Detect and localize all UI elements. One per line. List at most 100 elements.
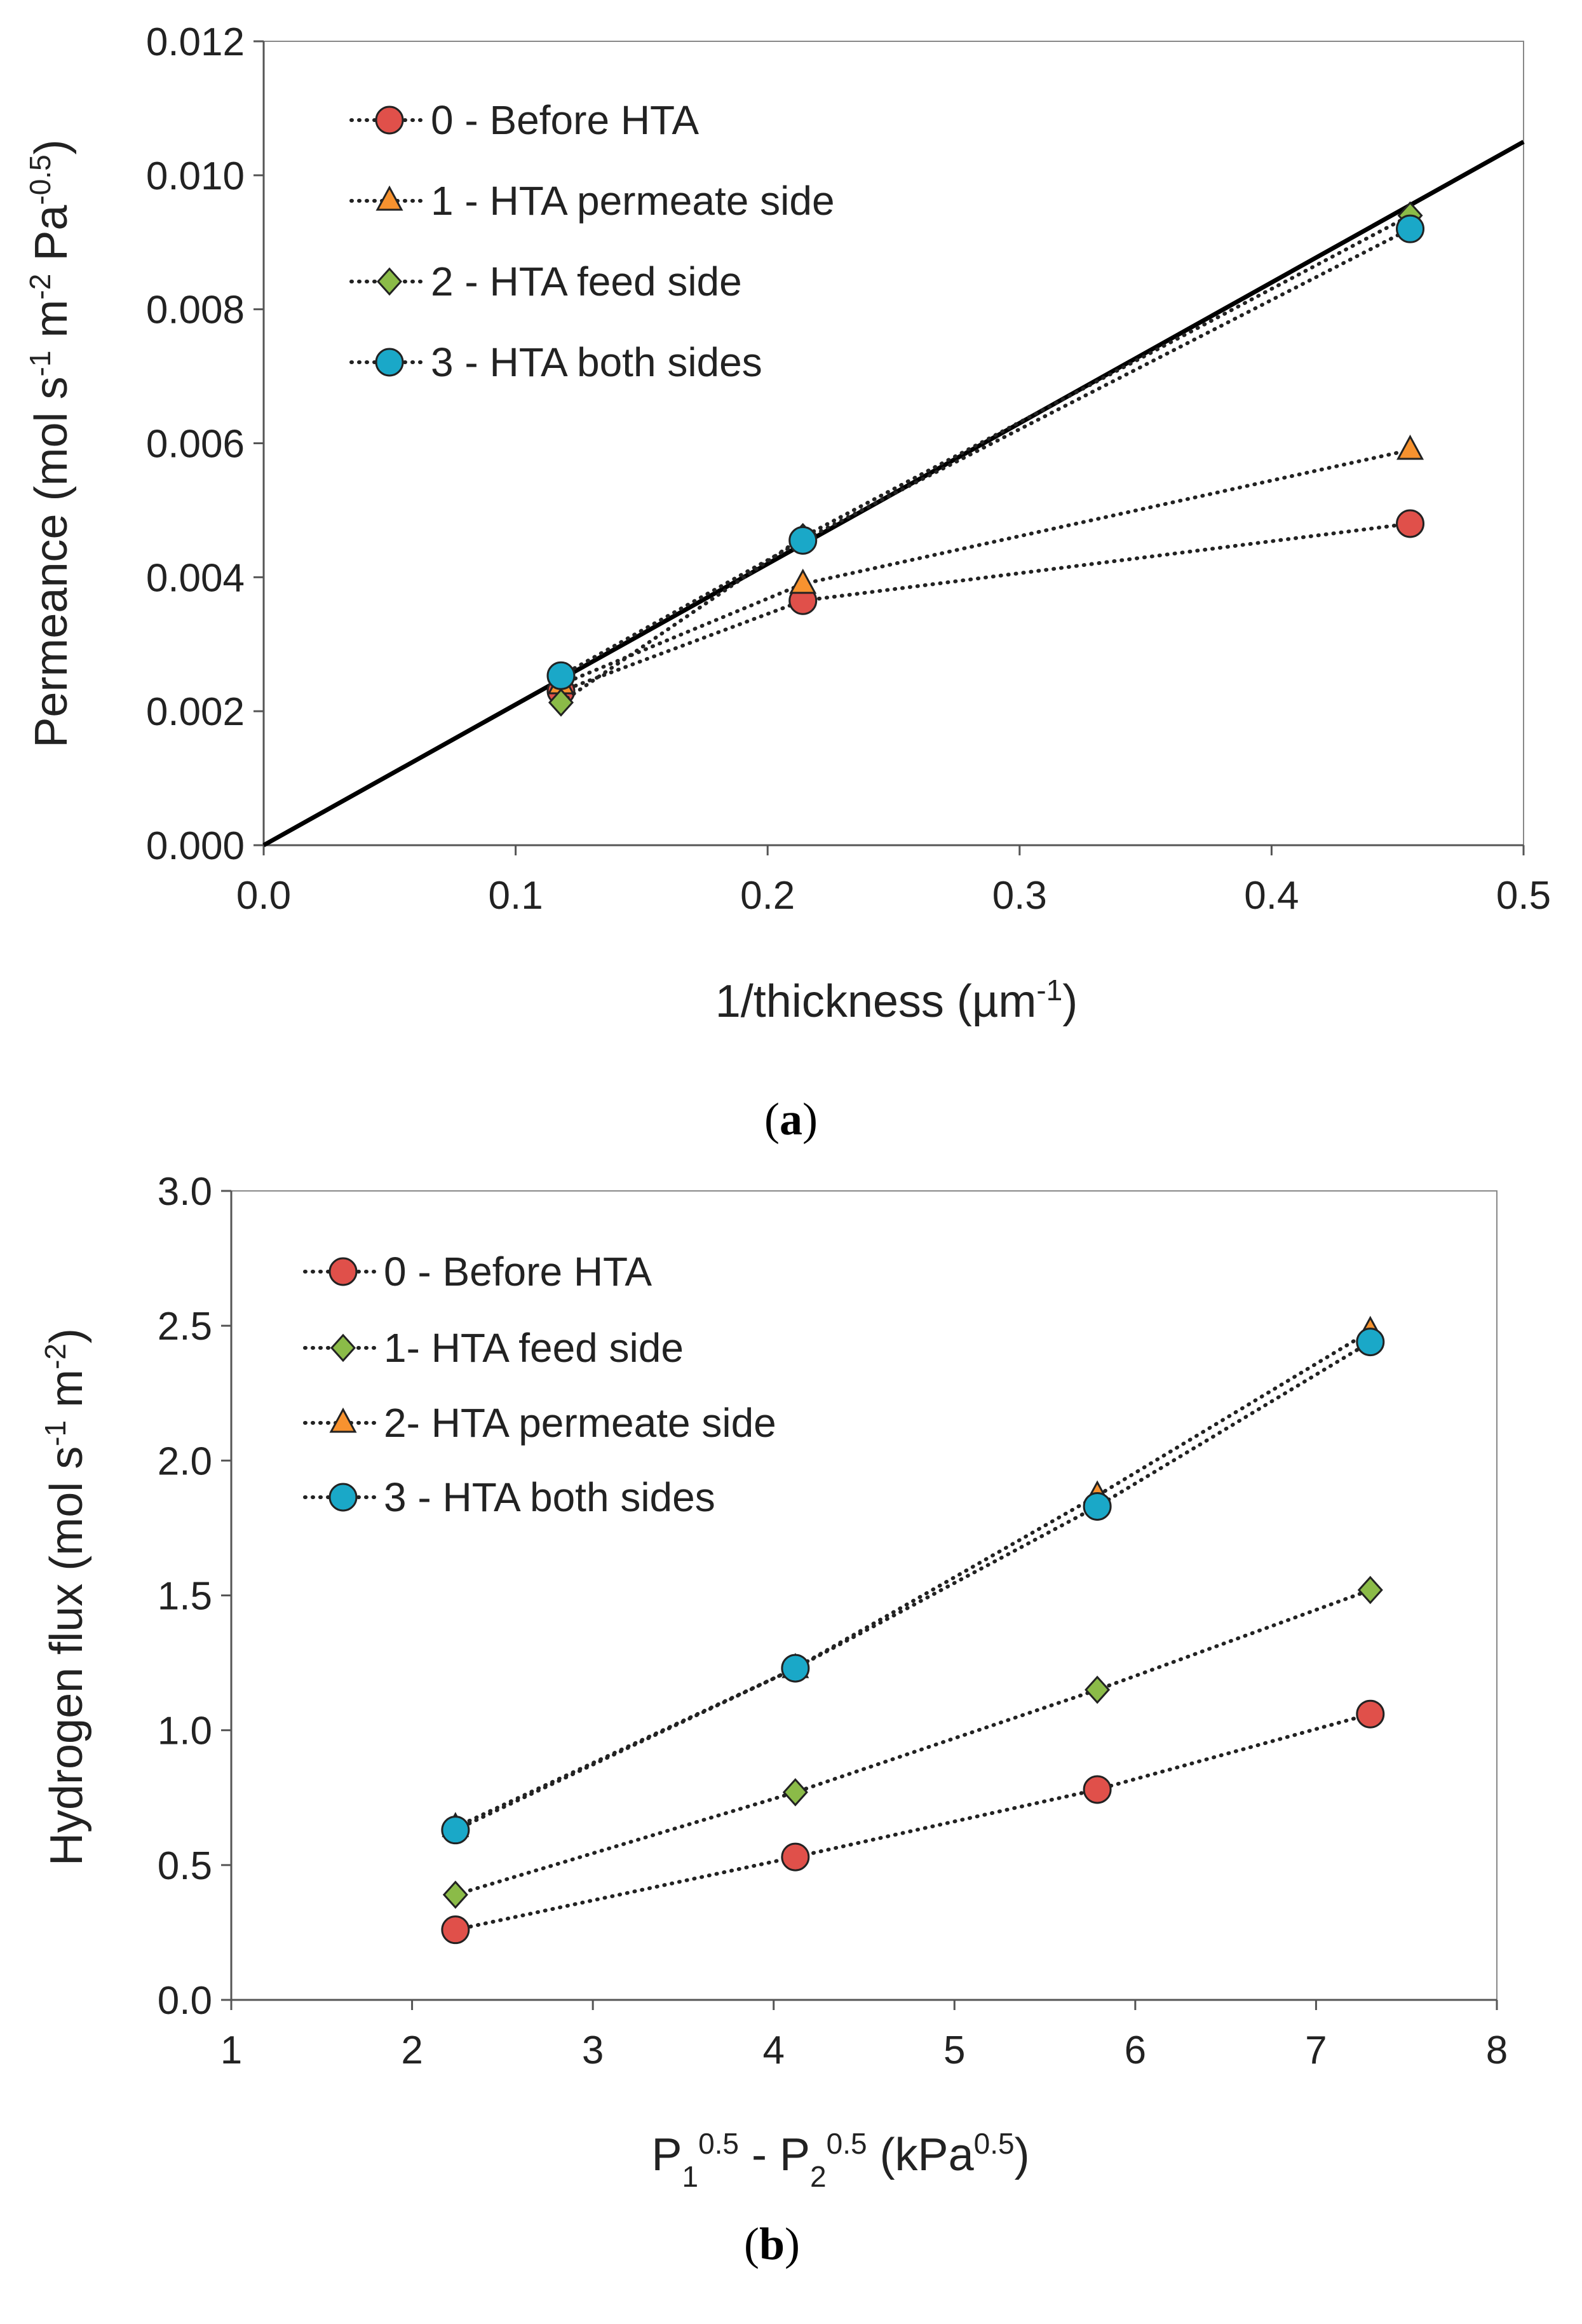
- data-point: [782, 1778, 808, 1807]
- label-part: -1: [24, 351, 57, 377]
- data-point: [441, 1915, 470, 1945]
- data-point: [1396, 434, 1424, 460]
- y-tick-label: 2.0: [158, 1439, 212, 1483]
- caption-part: (: [744, 2219, 759, 2269]
- x-tick-label: 8: [1486, 2028, 1508, 2072]
- label-part: (kPa: [867, 2130, 975, 2180]
- legend-item: 1 - HTA permeate side: [349, 178, 835, 224]
- y-tick-label: 0.000: [146, 824, 245, 868]
- label-part: -2: [24, 274, 57, 300]
- label-part: ): [26, 139, 77, 154]
- data-point: [1357, 1575, 1383, 1605]
- legend-marker: [328, 1257, 358, 1286]
- series-line: [558, 214, 1412, 705]
- x-tick-label: 0.0: [236, 874, 291, 918]
- legend-marker: [375, 348, 404, 377]
- caption-letter: a: [780, 1094, 802, 1145]
- label-part: 0.5: [974, 2127, 1015, 2160]
- legend-marker: [329, 1407, 357, 1433]
- legend-item: 0 - Before HTA: [303, 1249, 652, 1295]
- data-point: [1085, 1675, 1111, 1704]
- series-2: [442, 1315, 1384, 1837]
- y-tick-label: 0.012: [146, 20, 245, 64]
- x-tick-label: 4: [762, 2028, 784, 2072]
- plot-area: [231, 1190, 1497, 2001]
- panel-caption: (a): [764, 1094, 818, 1145]
- data-point: [548, 688, 574, 717]
- legend-label: 0 - Before HTA: [431, 97, 699, 143]
- data-point: [1356, 1699, 1385, 1729]
- label-part: m: [41, 1369, 92, 1420]
- y-tick-label: 0.006: [146, 423, 245, 466]
- x-tick-label: 0.3: [992, 874, 1047, 918]
- legend-item: 3 - HTA both sides: [349, 339, 762, 385]
- data-point: [546, 661, 576, 690]
- legend-label: 2 - HTA feed side: [431, 259, 742, 304]
- x-tick-label: 0.5: [1496, 874, 1551, 918]
- panel-caption: (b): [744, 2219, 800, 2269]
- series-3: [441, 1328, 1385, 1845]
- chart-a: 0.0 0.1 0.2 0.3 0.4 0.5 0.000 0.002 0.004 0.006 0.…: [24, 20, 1551, 1145]
- y-tick-label: 1.0: [158, 1709, 212, 1753]
- x-tick-label: 0.2: [740, 874, 795, 918]
- label-part: -0.5: [24, 154, 57, 205]
- label-part: P: [651, 2130, 682, 2180]
- label-part: 1/thickness (µm: [715, 976, 1037, 1027]
- y-tick-label: 2.5: [158, 1305, 212, 1349]
- x-tick-label: 2: [401, 2028, 423, 2072]
- data-point: [788, 526, 818, 555]
- caption-part: (: [764, 1094, 780, 1145]
- data-point: [1396, 509, 1425, 538]
- series-line: [453, 1340, 1372, 1832]
- y-tick-label: 0.0: [158, 1979, 212, 2023]
- legend-item: 2 - HTA feed side: [349, 259, 742, 304]
- label-part: -2: [39, 1343, 72, 1369]
- x-tick-label: 0.4: [1244, 874, 1299, 918]
- label-part: 0.5: [698, 2127, 739, 2160]
- series-1: [547, 434, 1424, 695]
- caption-letter: b: [759, 2219, 785, 2269]
- fit-line: [262, 140, 1525, 848]
- label-part: - P: [739, 2130, 810, 2180]
- x-tick-label: 0.1: [488, 874, 543, 918]
- series-line: [558, 448, 1412, 686]
- y-tick-label: 1.5: [158, 1575, 212, 1619]
- label-part: ): [1015, 2130, 1030, 2180]
- legend-marker: [328, 1483, 358, 1512]
- plot-area: [263, 41, 1524, 846]
- chart-b: 1 2 3 4 5 6 7 8 0.0 0.5 1.0 1.5 2.0 2.5 3.0 0 - Before …: [39, 1170, 1508, 2269]
- data-point: [442, 1880, 468, 1909]
- label-part: Hydrogen flux (mol s: [41, 1446, 92, 1866]
- label-part: Permeance (mol s: [26, 376, 77, 747]
- data-point: [441, 1816, 470, 1845]
- series-1: [442, 1575, 1383, 1909]
- x-axis-title: 1/thickness (µm-1): [715, 974, 1078, 1027]
- legend-label: 3 - HTA both sides: [384, 1474, 715, 1520]
- y-tick-label: 0.004: [146, 556, 245, 600]
- data-point: [1083, 1775, 1112, 1804]
- legend-marker: [376, 267, 403, 296]
- x-tick-label: 6: [1125, 2028, 1146, 2072]
- x-tick-label: 5: [943, 2028, 965, 2072]
- label-part: 1: [682, 2160, 698, 2193]
- label-part: ): [41, 1328, 92, 1343]
- y-tick-label: 0.002: [146, 690, 245, 734]
- label-part: 2: [810, 2160, 827, 2193]
- legend-label: 1- HTA feed side: [384, 1325, 684, 1371]
- y-axis-title: Permeance (mol s-1 m-2 Pa-0.5): [24, 139, 77, 747]
- legend-label: 2- HTA permeate side: [384, 1400, 776, 1446]
- y-tick-label: 0.5: [158, 1844, 212, 1888]
- x-axis-title: P10.5 - P20.5 (kPa0.5): [651, 2127, 1029, 2193]
- legend-marker: [330, 1333, 356, 1362]
- series-line: [558, 227, 1412, 678]
- x-tick-label: 1: [220, 2028, 242, 2072]
- label-part: -1: [1036, 974, 1062, 1007]
- legend-label: 3 - HTA both sides: [431, 339, 762, 385]
- label-part: -1: [39, 1420, 72, 1446]
- legend-label: 0 - Before HTA: [384, 1249, 652, 1295]
- y-tick-label: 3.0: [158, 1170, 212, 1214]
- series-0: [441, 1699, 1385, 1945]
- caption-part: ): [802, 1094, 818, 1145]
- label-part: 0.5: [827, 2127, 867, 2160]
